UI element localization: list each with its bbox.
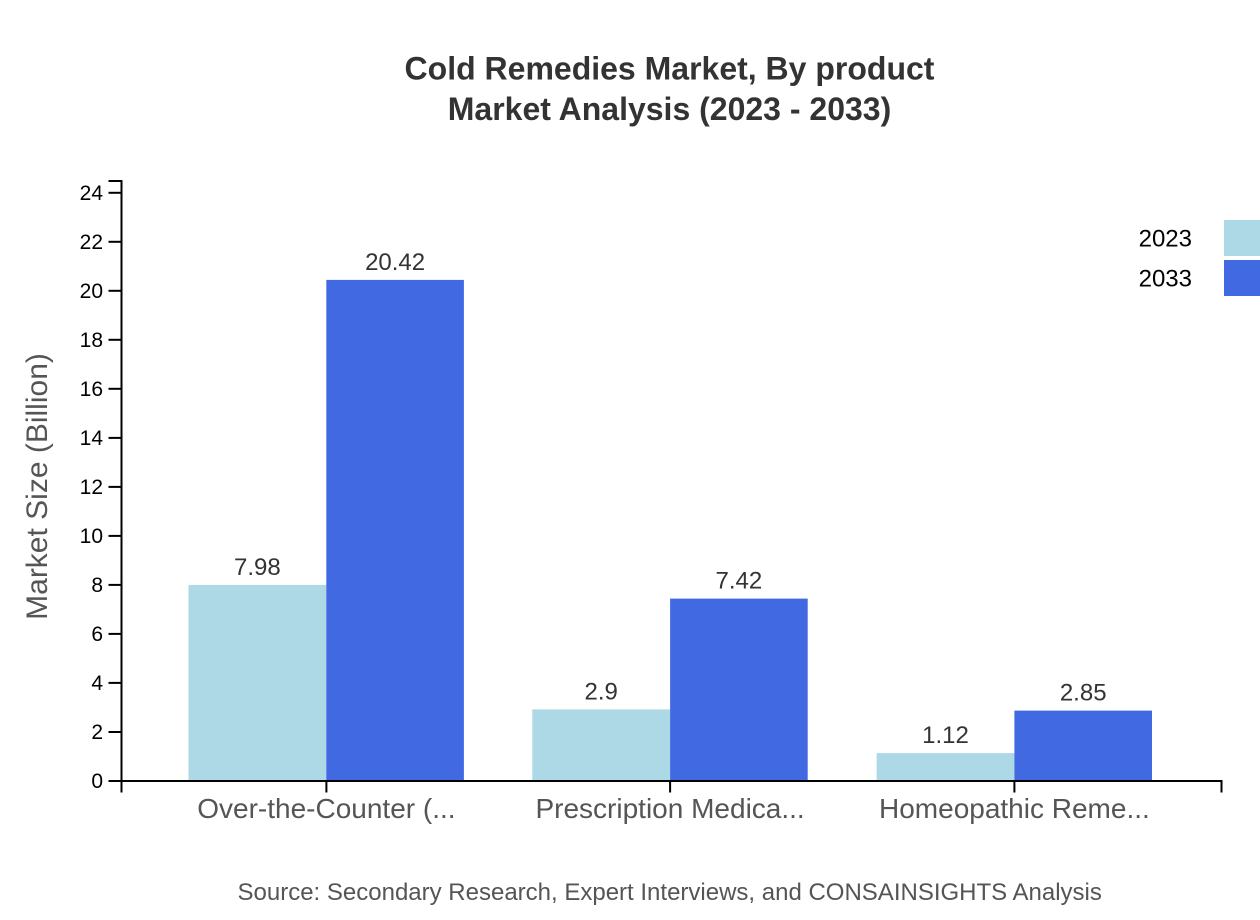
svg-text:20: 20 [80, 280, 103, 303]
svg-text:Market Size (Billion): Market Size (Billion) [21, 353, 54, 620]
svg-text:2.9: 2.9 [585, 678, 618, 705]
svg-text:7.98: 7.98 [234, 554, 281, 581]
svg-text:2: 2 [91, 721, 103, 744]
svg-text:Source: Secondary Research, Ex: Source: Secondary Research, Expert Inter… [238, 879, 1102, 906]
svg-text:1.12: 1.12 [922, 722, 969, 749]
svg-text:Prescription Medica...: Prescription Medica... [535, 793, 804, 824]
svg-text:Homeopathic Reme...: Homeopathic Reme... [879, 793, 1150, 824]
svg-text:0: 0 [91, 770, 103, 793]
svg-text:24: 24 [80, 182, 104, 205]
svg-text:20.42: 20.42 [365, 249, 425, 276]
svg-text:22: 22 [80, 231, 103, 254]
svg-text:8: 8 [91, 574, 103, 597]
svg-text:6: 6 [91, 623, 103, 646]
svg-text:Cold Remedies Market, By produ: Cold Remedies Market, By product [405, 51, 935, 87]
svg-text:7.42: 7.42 [716, 568, 763, 595]
svg-text:Market Analysis (2023 - 2033): Market Analysis (2023 - 2033) [448, 91, 892, 127]
svg-text:2.85: 2.85 [1060, 680, 1107, 707]
svg-text:10: 10 [80, 525, 103, 548]
svg-text:Over-the-Counter (...: Over-the-Counter (... [197, 793, 455, 824]
svg-text:12: 12 [80, 476, 103, 499]
svg-text:14: 14 [80, 427, 104, 450]
svg-text:16: 16 [80, 378, 103, 401]
svg-text:2023: 2023 [1139, 225, 1192, 252]
svg-text:4: 4 [91, 672, 103, 695]
svg-text:2033: 2033 [1139, 265, 1192, 292]
svg-text:18: 18 [80, 329, 103, 352]
